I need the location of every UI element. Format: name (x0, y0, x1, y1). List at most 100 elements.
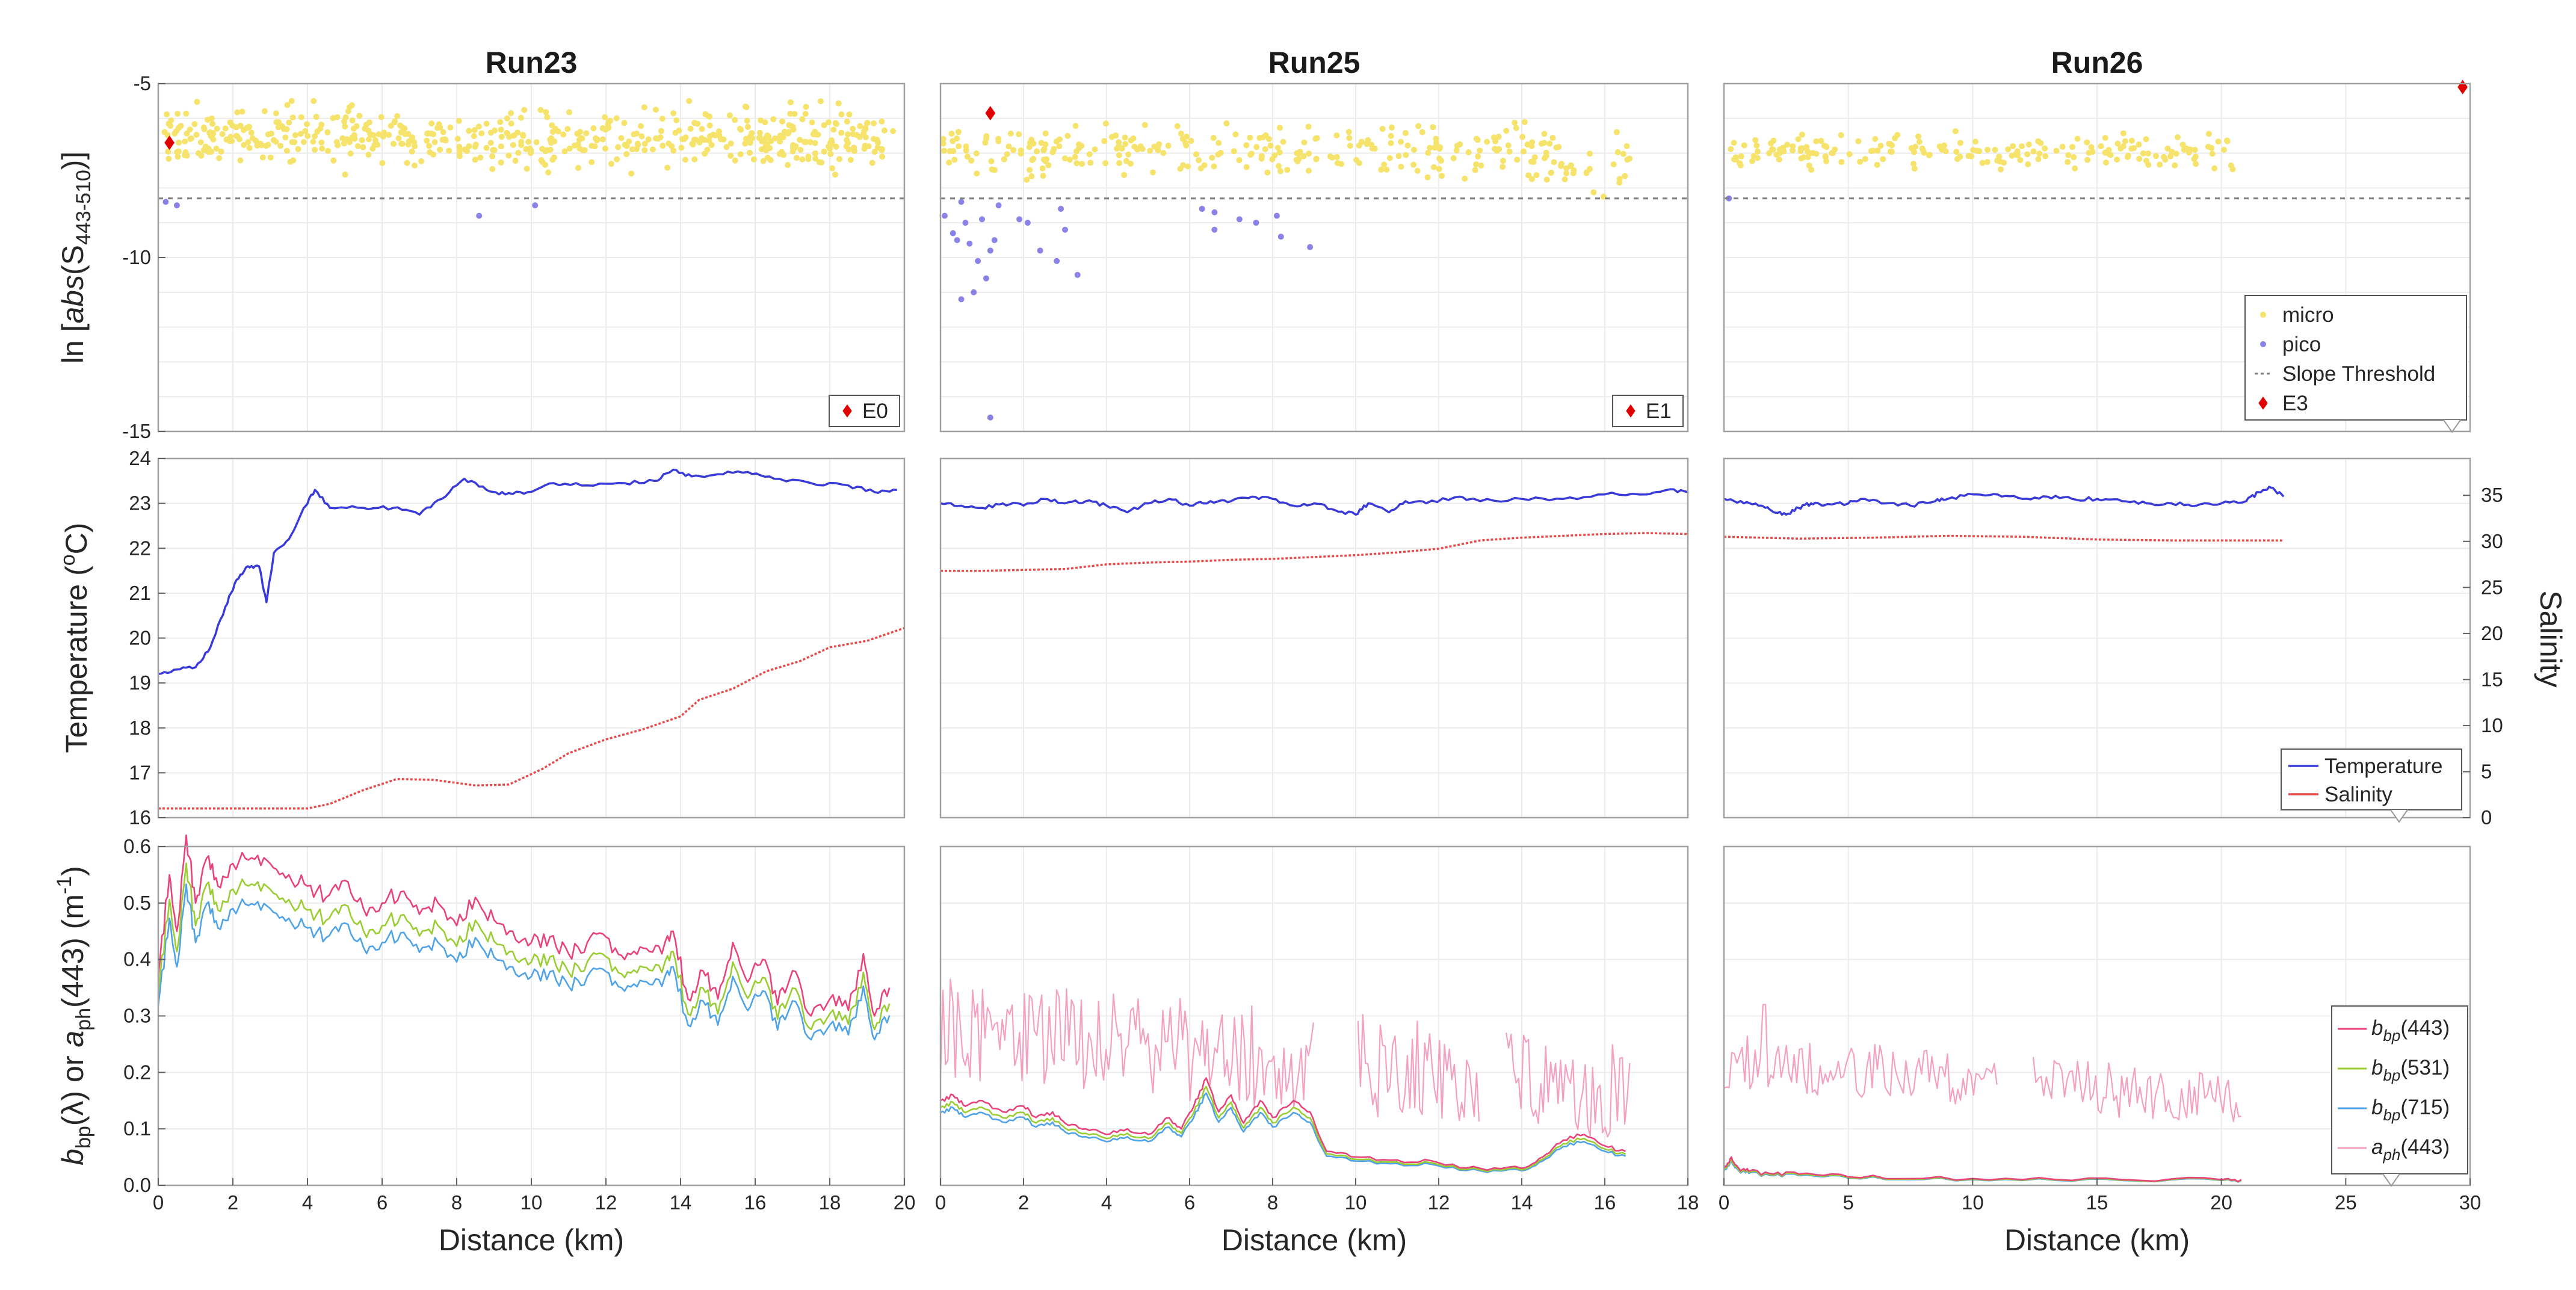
run1-micro-point (727, 140, 734, 147)
run2-micro-point (1051, 146, 1057, 152)
run1-micro-point (519, 132, 526, 138)
run1-micro-point (234, 109, 241, 116)
run2-micro-point (1264, 169, 1271, 176)
run3-micro-point (1778, 146, 1785, 153)
run2-micro-point (1253, 144, 1260, 150)
run2-micro-point (1300, 153, 1307, 159)
run1-micro-point (491, 147, 498, 153)
run2-micro-point (1477, 147, 1483, 154)
run2-micro-point (1061, 155, 1068, 162)
run1-micro-point (392, 118, 398, 125)
run1-micro-point (869, 159, 876, 166)
run1-micro-point (287, 158, 294, 165)
run1-micro-point (645, 136, 652, 143)
run1-micro-point (310, 97, 317, 104)
run2-micro-point (1265, 135, 1272, 142)
run3-micro-point (1874, 147, 1881, 154)
run3-micro-point (1877, 143, 1884, 149)
run1-micro-point (466, 143, 472, 150)
run1-micro-point (749, 135, 755, 141)
run2-station-legend-box (1612, 395, 1684, 427)
run2-micro-point (964, 153, 971, 160)
run1-micro-point (427, 149, 433, 156)
run1-micro-point (812, 150, 818, 157)
run2-pico-point (962, 220, 969, 226)
run1-micro-point (498, 159, 504, 166)
run1-micro-point (763, 147, 770, 153)
run1-bbp-x-tick-label: 2 (227, 1191, 238, 1214)
bbp-legend-box (2331, 1005, 2468, 1174)
run1-micro-point (764, 141, 770, 148)
run1-micro-point (360, 144, 366, 150)
run1-slope-y-tick-label: -5 (134, 72, 151, 94)
run3-micro-point (1754, 148, 1761, 155)
run2-micro-point (1590, 189, 1597, 196)
run1-micro-point (633, 146, 640, 152)
run2-micro-point (1514, 156, 1521, 163)
run1-micro-point (879, 118, 885, 125)
run3-micro-point (2209, 150, 2216, 157)
run1-micro-point (737, 151, 744, 158)
run3-micro-point (1797, 145, 1804, 152)
run1-temp-y-tick-label: 22 (129, 537, 151, 559)
run1-micro-point (241, 141, 247, 148)
run2-micro-point (1528, 176, 1535, 182)
run1-micro-point (304, 133, 311, 140)
run1-micro-point (489, 153, 496, 159)
run1-micro-point (456, 150, 463, 156)
run2-micro-point (1506, 148, 1513, 155)
run2-salinity-line (941, 532, 1688, 572)
run3-micro-point (1912, 143, 1919, 150)
run1-micro-point (497, 119, 504, 125)
run1-micro-point (845, 140, 851, 146)
run1-micro-point (670, 110, 677, 117)
run3-micro-point (2145, 150, 2151, 157)
run2-micro-point (1034, 148, 1040, 155)
run2-micro-point (1174, 123, 1181, 129)
run3-temp-y2-tick-label: 25 (2481, 576, 2503, 598)
slope-legend-tail (2443, 419, 2461, 433)
run3-bbp-x-tick-label: 30 (2459, 1191, 2482, 1214)
run1-micro-point (386, 132, 392, 138)
run1-micro-point (575, 165, 581, 171)
run1-micro-point (747, 149, 753, 156)
run2-micro-point (1188, 138, 1194, 144)
run2-micro-point (1430, 164, 1437, 170)
run1-micro-point (478, 130, 485, 137)
run1-micro-point (785, 162, 791, 168)
run3-micro-point (2013, 150, 2019, 157)
run1-micro-point (574, 131, 581, 137)
run1-micro-point (641, 104, 647, 111)
run3-micro-point (1732, 154, 1739, 161)
run1-micro-point (797, 137, 803, 143)
slope-legend-marker (2260, 312, 2266, 318)
run2-micro-point (1092, 146, 1098, 153)
run2-micro-point (1141, 122, 1148, 128)
run1-micro-point (411, 139, 418, 146)
run2-pico-point (1253, 220, 1259, 226)
run1-micro-point (564, 126, 571, 132)
run1-micro-point (273, 138, 279, 145)
run1-micro-point (864, 120, 871, 126)
run1-micro-point (390, 141, 397, 147)
run2-micro-point (1156, 141, 1163, 147)
run2-micro-point (1137, 143, 1144, 150)
run1-micro-point (747, 140, 753, 146)
run2-micro-point (1388, 133, 1394, 140)
run3-micro-point (1965, 153, 1972, 159)
run2-micro-point (1217, 150, 1224, 156)
run1-micro-point (176, 140, 182, 146)
run1-micro-point (593, 137, 600, 144)
run2-micro-point (1478, 162, 1484, 169)
run1-micro-point (549, 122, 555, 129)
run2-pico-point (1016, 216, 1023, 223)
run2-micro-point (1116, 160, 1123, 167)
run1-micro-point (512, 158, 519, 164)
run2-micro-point (940, 140, 947, 147)
run2-micro-point (1223, 120, 1230, 127)
run1-micro-point (442, 137, 449, 144)
run1-micro-point (538, 157, 545, 164)
run2-micro-point (1024, 176, 1030, 183)
run3-micro-point (2102, 149, 2108, 156)
run3-micro-point (1984, 159, 1991, 165)
